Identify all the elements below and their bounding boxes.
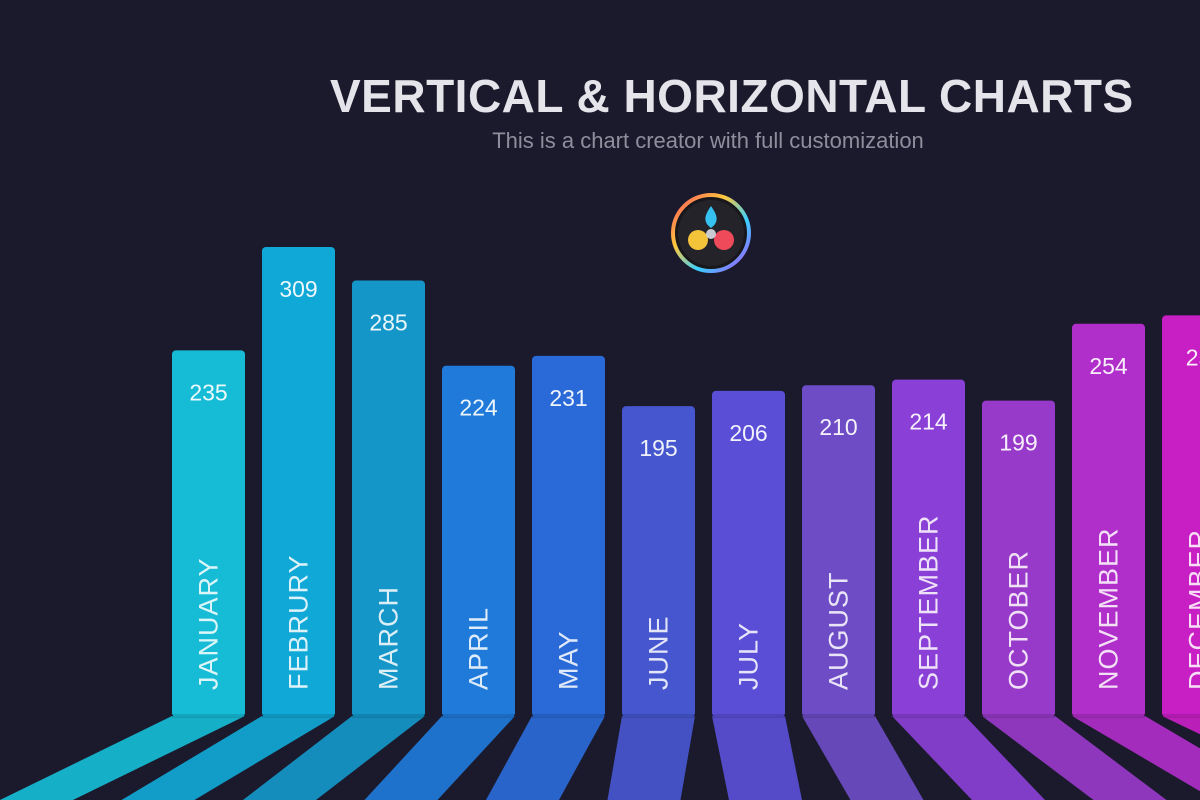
value-label-may: 231 bbox=[549, 385, 587, 411]
bar-base-shade bbox=[262, 714, 335, 718]
category-label-september: SEPTEMBER bbox=[914, 514, 944, 690]
bar-base-shade bbox=[802, 714, 875, 718]
bar-september bbox=[892, 379, 965, 717]
bar-august bbox=[802, 385, 875, 717]
bar-base-shade bbox=[892, 714, 965, 718]
value-label-september: 214 bbox=[909, 409, 948, 435]
bar-base-shade bbox=[982, 714, 1055, 718]
category-label-august: AUGUST bbox=[824, 571, 854, 690]
bar-march bbox=[352, 280, 425, 717]
bar-november bbox=[1072, 323, 1145, 717]
category-label-december: DECEMBER bbox=[1184, 529, 1200, 690]
bar-floor-june bbox=[607, 716, 695, 800]
category-label-april: APRIL bbox=[464, 607, 494, 690]
bar-july bbox=[712, 390, 785, 717]
bar-februry bbox=[262, 247, 335, 717]
category-label-june: JUNE bbox=[644, 615, 674, 690]
bar-december bbox=[1162, 315, 1200, 717]
value-label-februry: 309 bbox=[279, 276, 317, 302]
bar-floor-december bbox=[1162, 716, 1200, 735]
value-label-august: 210 bbox=[819, 414, 857, 440]
value-label-july: 206 bbox=[729, 420, 767, 446]
page-title: VERTICAL & HORIZONTAL CHARTS bbox=[330, 70, 1134, 122]
bar-floor-november bbox=[1072, 716, 1200, 792]
value-label-june: 195 bbox=[639, 435, 677, 461]
bar-floor-september bbox=[892, 716, 1045, 800]
bar-june bbox=[622, 406, 695, 717]
category-label-march: MARCH bbox=[374, 586, 404, 690]
bar-floor-februry bbox=[121, 716, 335, 800]
davinci-resolve-logo-icon bbox=[671, 193, 751, 273]
value-label-april: 224 bbox=[459, 395, 498, 421]
value-label-march: 285 bbox=[369, 310, 407, 336]
bar-base-shade bbox=[1162, 714, 1200, 718]
value-label-december: 25 bbox=[1186, 344, 1200, 370]
category-label-februry: FEBRURY bbox=[284, 554, 314, 690]
bar-base-shade bbox=[532, 714, 605, 718]
bar-base-shade bbox=[352, 714, 425, 718]
bar-october bbox=[982, 400, 1055, 717]
bar-may bbox=[532, 355, 605, 717]
bar-base-shade bbox=[172, 714, 245, 718]
category-label-january: JANUARY bbox=[194, 557, 224, 690]
bar-april bbox=[442, 365, 515, 717]
bar-floor-january bbox=[0, 716, 245, 800]
bar-floor-march bbox=[242, 716, 425, 800]
bar-floor-may bbox=[485, 716, 605, 800]
bar-january bbox=[172, 350, 245, 717]
bar-base-shade bbox=[712, 714, 785, 718]
category-label-october: OCTOBER bbox=[1004, 550, 1034, 690]
bar-base-shade bbox=[622, 714, 695, 718]
value-label-january: 235 bbox=[189, 379, 227, 405]
bar-floor-april bbox=[364, 716, 515, 800]
bar-base-shade bbox=[442, 714, 515, 718]
page-subtitle: This is a chart creator with full custom… bbox=[492, 128, 924, 153]
bar-floor-october bbox=[982, 716, 1167, 800]
category-label-july: JULY bbox=[734, 622, 764, 690]
category-label-november: NOVEMBER bbox=[1094, 527, 1124, 690]
value-label-november: 254 bbox=[1089, 353, 1128, 379]
bar-base-shade bbox=[1072, 714, 1145, 718]
bar-floor-august bbox=[802, 716, 924, 800]
value-label-october: 199 bbox=[999, 430, 1037, 456]
bar-floor-july bbox=[712, 716, 802, 800]
category-label-may: MAY bbox=[554, 630, 584, 690]
